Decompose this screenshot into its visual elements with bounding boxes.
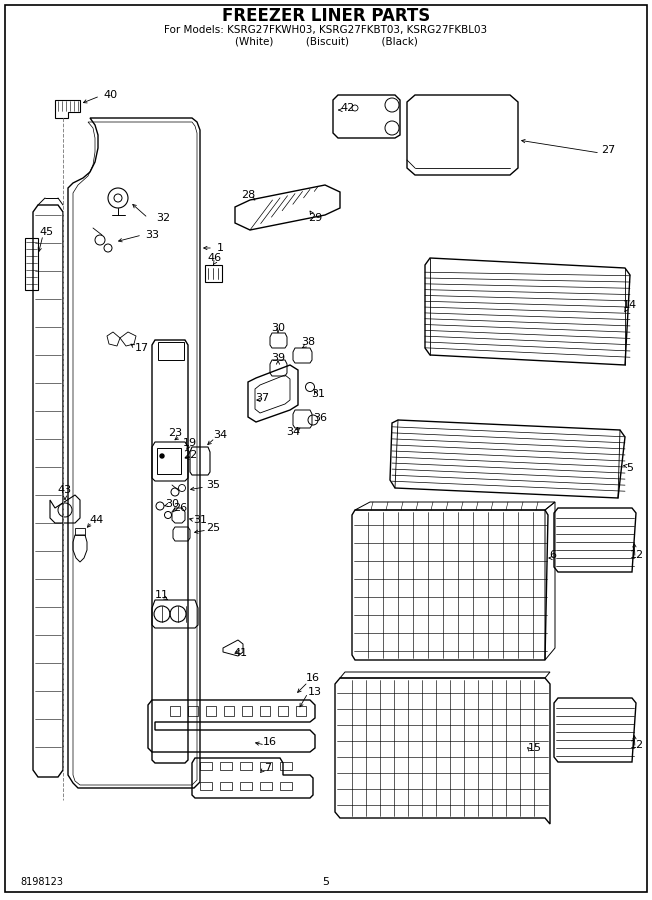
Bar bbox=[278, 706, 288, 716]
Text: 45: 45 bbox=[40, 227, 54, 237]
Text: 12: 12 bbox=[630, 550, 644, 560]
Text: 16: 16 bbox=[263, 737, 277, 747]
Bar bbox=[260, 762, 272, 770]
Text: 32: 32 bbox=[156, 213, 170, 223]
Bar bbox=[200, 762, 212, 770]
Bar bbox=[296, 706, 306, 716]
Text: 31: 31 bbox=[193, 515, 207, 525]
Text: 27: 27 bbox=[601, 145, 615, 155]
Text: 31: 31 bbox=[311, 389, 325, 399]
Text: 17: 17 bbox=[135, 343, 149, 353]
Bar bbox=[220, 762, 232, 770]
Text: 25: 25 bbox=[206, 523, 220, 533]
Text: 46: 46 bbox=[208, 253, 222, 263]
Text: 43: 43 bbox=[58, 485, 72, 495]
Bar bbox=[158, 342, 184, 360]
Text: 29: 29 bbox=[308, 213, 322, 223]
Text: 22: 22 bbox=[183, 450, 197, 460]
Text: 26: 26 bbox=[173, 503, 187, 513]
Text: 35: 35 bbox=[206, 480, 220, 490]
Text: 19: 19 bbox=[183, 438, 197, 448]
Text: 15: 15 bbox=[528, 743, 542, 753]
Text: 23: 23 bbox=[168, 428, 182, 438]
Bar bbox=[170, 706, 180, 716]
Text: 28: 28 bbox=[241, 190, 255, 200]
Text: For Models: KSRG27FKWH03, KSRG27FKBT03, KSRG27FKBL03: For Models: KSRG27FKWH03, KSRG27FKBT03, … bbox=[164, 25, 488, 35]
Text: 42: 42 bbox=[341, 103, 355, 113]
Bar bbox=[240, 782, 252, 790]
Text: 37: 37 bbox=[255, 393, 269, 403]
Text: 34: 34 bbox=[213, 430, 227, 440]
Text: (White)          (Biscuit)          (Black): (White) (Biscuit) (Black) bbox=[235, 37, 417, 47]
Bar bbox=[280, 762, 292, 770]
Text: 11: 11 bbox=[155, 590, 169, 600]
Text: FREEZER LINER PARTS: FREEZER LINER PARTS bbox=[222, 7, 430, 25]
Text: 36: 36 bbox=[313, 413, 327, 423]
Text: 41: 41 bbox=[233, 648, 247, 658]
Bar bbox=[242, 706, 252, 716]
Bar bbox=[220, 782, 232, 790]
Text: 34: 34 bbox=[286, 427, 300, 437]
Text: 40: 40 bbox=[103, 90, 117, 100]
Bar bbox=[206, 706, 216, 716]
Bar bbox=[188, 706, 198, 716]
Bar bbox=[240, 762, 252, 770]
Text: 12: 12 bbox=[630, 740, 644, 750]
Text: 16: 16 bbox=[306, 673, 320, 683]
Circle shape bbox=[160, 454, 164, 458]
Bar bbox=[224, 706, 234, 716]
Bar bbox=[260, 706, 270, 716]
Bar bbox=[157, 448, 181, 474]
Text: 39: 39 bbox=[271, 353, 285, 363]
Text: 5: 5 bbox=[323, 877, 329, 887]
Text: 44: 44 bbox=[90, 515, 104, 525]
Text: 8198123: 8198123 bbox=[20, 877, 63, 887]
Text: 7: 7 bbox=[265, 763, 272, 773]
Text: 6: 6 bbox=[550, 550, 557, 560]
Text: 1: 1 bbox=[216, 243, 224, 253]
Text: 13: 13 bbox=[308, 687, 322, 697]
Text: 14: 14 bbox=[623, 300, 637, 310]
Bar bbox=[260, 782, 272, 790]
Text: 5: 5 bbox=[627, 463, 634, 473]
Text: 38: 38 bbox=[301, 337, 315, 347]
Text: 33: 33 bbox=[145, 230, 159, 240]
Text: 30: 30 bbox=[271, 323, 285, 333]
Text: 30: 30 bbox=[165, 499, 179, 509]
Bar bbox=[280, 782, 292, 790]
Bar bbox=[200, 782, 212, 790]
